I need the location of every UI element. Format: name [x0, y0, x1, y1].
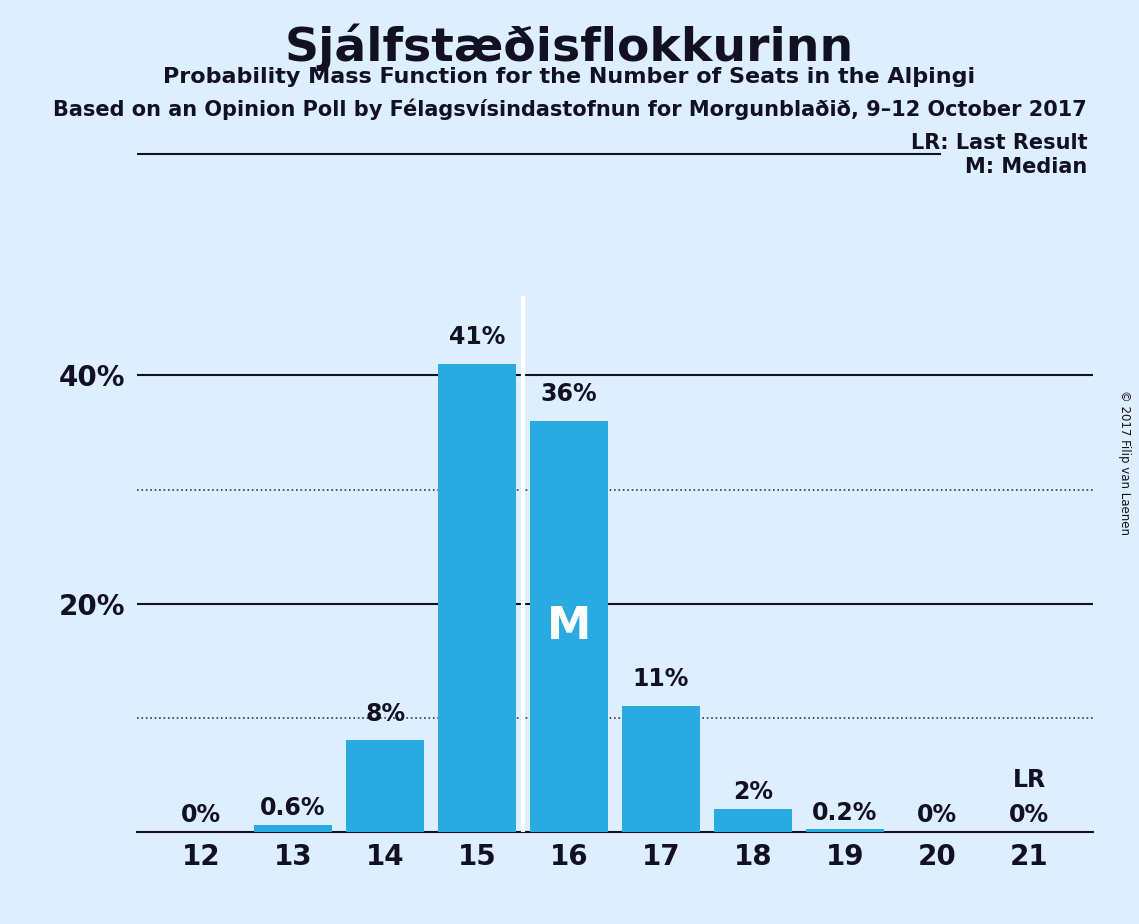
Text: M: Median: M: Median: [966, 157, 1088, 177]
Text: 0%: 0%: [917, 803, 957, 827]
Text: 0.6%: 0.6%: [261, 796, 326, 821]
Text: Sjálfstæðisflokkurinn: Sjálfstæðisflokkurinn: [285, 23, 854, 70]
Text: 8%: 8%: [364, 701, 405, 725]
Text: Based on an Opinion Poll by Félagsvísindastofnun for Morgunblaðið, 9–12 October : Based on an Opinion Poll by Félagsvísind…: [52, 99, 1087, 120]
Bar: [346, 740, 424, 832]
Text: 0.2%: 0.2%: [812, 801, 878, 825]
Bar: [622, 706, 700, 832]
Bar: [439, 364, 516, 832]
Bar: [714, 808, 792, 832]
Bar: [530, 421, 608, 832]
Text: M: M: [547, 605, 591, 648]
Bar: [254, 825, 333, 832]
Text: 36%: 36%: [541, 383, 597, 407]
Text: 0%: 0%: [181, 803, 221, 827]
Text: 0%: 0%: [1009, 803, 1049, 827]
Text: 41%: 41%: [449, 325, 506, 349]
Text: 11%: 11%: [633, 667, 689, 691]
Text: 2%: 2%: [734, 780, 773, 804]
Text: © 2017 Filip van Laenen: © 2017 Filip van Laenen: [1118, 390, 1131, 534]
Text: LR: LR: [1013, 768, 1046, 792]
Text: Probability Mass Function for the Number of Seats in the Alþingi: Probability Mass Function for the Number…: [163, 67, 976, 87]
Bar: [806, 830, 884, 832]
Text: LR: Last Result: LR: Last Result: [911, 133, 1088, 153]
